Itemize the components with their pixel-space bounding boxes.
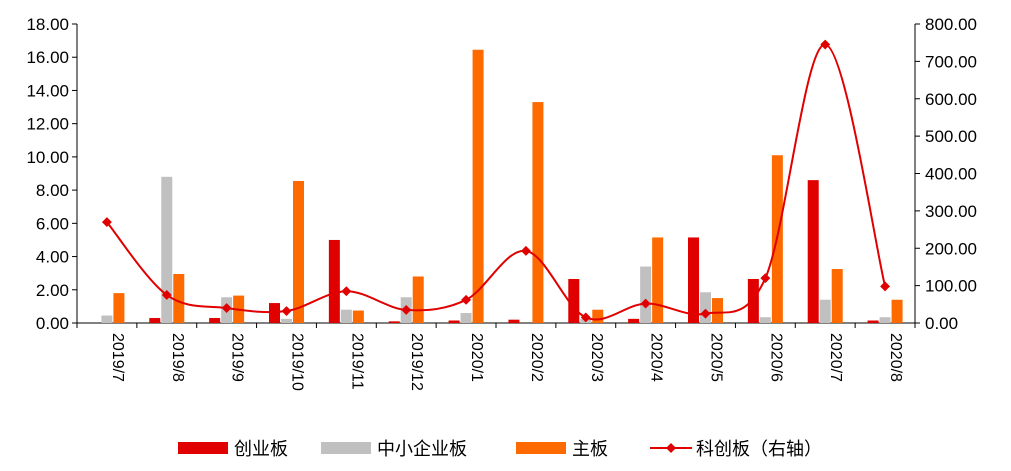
x-tick-label: 2019/11 (348, 333, 365, 390)
x-tick-label: 2019/10 (289, 333, 306, 391)
bar-创业板-2019/12 (388, 321, 400, 323)
right-tick-label: 400.00 (925, 165, 977, 184)
legend-item-0: 创业板 (178, 439, 288, 460)
x-tick-label: 2019/12 (408, 333, 425, 391)
bar-中小企业板-2020/5 (700, 292, 711, 323)
x-tick-label: 2020/2 (528, 333, 545, 382)
bar-创业板-2019/11 (328, 239, 340, 323)
bar-创业板-2019/8 (149, 318, 161, 323)
legend-marker (666, 443, 676, 453)
bar-主板-2019/8 (173, 273, 185, 323)
x-tick-label: 2019/8 (169, 333, 186, 382)
bar-主板-2019/12 (412, 276, 424, 323)
right-tick-label: 0.00 (925, 314, 958, 333)
left-tick-label: 10.00 (26, 148, 69, 167)
right-tick-label: 100.00 (925, 277, 977, 296)
line-point-2020/7 (820, 39, 831, 50)
line-point-2020/3 (580, 312, 591, 323)
bar-中小企业板-2019/10 (281, 318, 292, 323)
bar-主板-2020/2 (532, 102, 544, 323)
bar-中小企业板-2019/11 (340, 309, 352, 323)
legend-swatch (516, 442, 566, 454)
bar-主板-2020/8 (891, 299, 903, 323)
legend-label: 中小企业板 (377, 439, 467, 460)
right-tick-label: 200.00 (925, 239, 977, 258)
bar-主板-2019/10 (293, 180, 304, 323)
bar-创业板-2020/8 (867, 320, 879, 323)
bar-中小企业板-2020/8 (879, 317, 891, 323)
line-point-2020/1 (461, 294, 472, 305)
line-point-2019/8 (161, 290, 172, 300)
bar-创业板-2020/3 (568, 278, 580, 323)
bar-中小企业板-2019/8 (161, 176, 173, 323)
x-tick-label: 2020/6 (767, 333, 784, 382)
left-tick-label: 2.00 (36, 281, 69, 300)
legend-swatch (178, 442, 228, 454)
right-tick-label: 600.00 (925, 90, 977, 109)
legend-item-3: 科创板（右轴） (650, 439, 822, 460)
x-tick-label: 2020/8 (887, 333, 904, 382)
legend-label: 主板 (572, 439, 608, 460)
left-tick-label: 12.00 (26, 115, 69, 134)
bar-创业板-2020/4 (628, 318, 640, 323)
left-tick-label: 14.00 (26, 81, 69, 100)
legend-item-1: 中小企业板 (321, 439, 467, 460)
x-tick-label: 2020/1 (468, 333, 485, 382)
bar-主板-2020/4 (652, 237, 664, 323)
bar-中小企业板-2019/7 (101, 315, 113, 323)
x-tick-label: 2020/5 (708, 333, 725, 382)
x-tick-label: 2020/3 (588, 333, 605, 382)
legend-swatch (321, 442, 371, 454)
bar-中小企业板-2020/6 (759, 317, 771, 323)
line-point-2020/2 (520, 245, 531, 256)
bar-主板-2020/3 (592, 309, 604, 323)
right-tick-label: 700.00 (925, 52, 977, 71)
bar-主板-2019/11 (352, 310, 364, 323)
x-tick-label: 2020/4 (648, 333, 665, 382)
line-point-2019/12 (401, 304, 412, 315)
bar-创业板-2020/6 (747, 278, 759, 323)
line-point-2019/11 (341, 286, 352, 297)
line-point-2020/4 (640, 298, 651, 309)
line-point-2019/9 (221, 303, 232, 313)
line-point-2019/7 (101, 217, 112, 228)
bar-主板-2019/7 (113, 293, 125, 323)
bars (101, 49, 903, 323)
left-tick-label: 18.00 (26, 15, 69, 34)
left-tick-label: 6.00 (36, 214, 69, 233)
bar-主板-2020/1 (472, 49, 484, 323)
bar-创业板-2020/5 (688, 237, 699, 323)
bar-主板-2020/5 (712, 298, 723, 323)
bar-中小企业板-2020/4 (640, 266, 652, 323)
bar-创业板-2019/9 (209, 318, 221, 323)
bar-创业板-2020/2 (508, 319, 520, 323)
bar-中小企业板-2020/7 (819, 299, 831, 323)
line-科创板 (106, 43, 887, 321)
right-tick-label: 800.00 (925, 15, 977, 34)
legend-label: 创业板 (234, 439, 288, 460)
legend: 创业板 中小企业板 主板 科创板（右轴） (178, 439, 822, 460)
line-point-2019/10 (281, 306, 292, 316)
bar-创业板-2020/1 (448, 320, 460, 323)
line-point-2020/8 (880, 281, 891, 292)
right-tick-label: 500.00 (925, 127, 977, 146)
left-tick-label: 16.00 (26, 48, 69, 67)
line-series (101, 39, 891, 323)
bar-创业板-2020/7 (807, 180, 819, 323)
bar-主板-2020/7 (831, 269, 843, 323)
line-point-2020/5 (700, 308, 711, 319)
right-tick-label: 300.00 (925, 202, 977, 221)
left-tick-label: 0.00 (36, 314, 69, 333)
axes: 0.00 2.00 4.00 6.00 8.00 10.00 12.00 14.00 16.00… (26, 15, 977, 391)
left-tick-label: 8.00 (36, 181, 69, 200)
legend-label: 科创板（右轴） (696, 439, 822, 460)
x-tick-label: 2019/9 (229, 333, 246, 382)
line-point-2020/6 (760, 273, 771, 284)
legend-item-2: 主板 (516, 439, 608, 460)
left-tick-label: 4.00 (36, 248, 69, 267)
x-tick-label: 2019/7 (109, 333, 126, 382)
bar-中小企业板-2020/1 (460, 313, 472, 323)
x-tick-label: 2020/7 (827, 333, 844, 382)
